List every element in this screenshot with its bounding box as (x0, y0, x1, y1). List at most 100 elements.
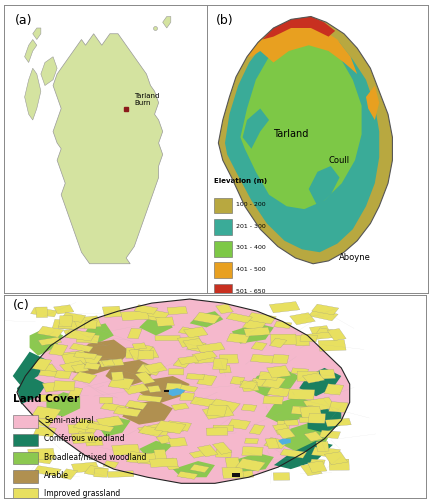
Polygon shape (138, 426, 164, 436)
Polygon shape (38, 337, 62, 345)
Polygon shape (218, 16, 392, 264)
Polygon shape (250, 354, 275, 363)
Polygon shape (71, 364, 89, 372)
Polygon shape (64, 329, 79, 338)
Polygon shape (127, 328, 142, 339)
Polygon shape (243, 108, 269, 149)
Text: 401 - 500: 401 - 500 (236, 267, 266, 272)
Polygon shape (190, 464, 210, 472)
Bar (13, 470, 38, 482)
Polygon shape (134, 304, 158, 314)
Polygon shape (65, 330, 96, 341)
Polygon shape (263, 396, 283, 404)
Polygon shape (305, 332, 334, 340)
Text: Arable: Arable (44, 470, 69, 480)
Polygon shape (96, 416, 124, 428)
Polygon shape (147, 386, 161, 392)
Polygon shape (219, 354, 238, 364)
Polygon shape (303, 398, 336, 411)
Polygon shape (164, 422, 184, 432)
Polygon shape (324, 452, 348, 464)
Polygon shape (102, 360, 115, 366)
Polygon shape (84, 362, 101, 370)
Polygon shape (218, 366, 231, 373)
Polygon shape (240, 380, 259, 392)
Polygon shape (139, 441, 173, 457)
Polygon shape (213, 425, 233, 431)
Polygon shape (155, 336, 180, 340)
Polygon shape (154, 450, 167, 460)
Polygon shape (155, 420, 186, 434)
Polygon shape (137, 395, 162, 402)
Polygon shape (197, 445, 218, 457)
Polygon shape (208, 399, 240, 413)
Polygon shape (233, 470, 254, 478)
Polygon shape (290, 312, 315, 325)
Polygon shape (318, 340, 346, 351)
Polygon shape (113, 406, 141, 417)
Polygon shape (216, 304, 233, 314)
Polygon shape (262, 376, 286, 388)
Polygon shape (197, 374, 217, 386)
Text: Improved grassland: Improved grassland (44, 489, 121, 498)
Text: Tarland: Tarland (273, 130, 309, 140)
Polygon shape (125, 400, 147, 409)
Polygon shape (241, 404, 257, 411)
Polygon shape (267, 366, 291, 378)
Text: (b): (b) (216, 14, 234, 26)
Polygon shape (327, 328, 346, 340)
Polygon shape (232, 324, 274, 344)
Polygon shape (264, 438, 289, 449)
Polygon shape (265, 396, 316, 424)
Polygon shape (308, 414, 326, 424)
Polygon shape (103, 460, 119, 468)
Polygon shape (311, 447, 340, 458)
Polygon shape (297, 372, 319, 381)
Polygon shape (194, 312, 220, 324)
Polygon shape (299, 416, 317, 423)
Polygon shape (54, 381, 75, 391)
Polygon shape (324, 384, 344, 395)
Polygon shape (54, 305, 74, 314)
Polygon shape (300, 463, 322, 476)
Polygon shape (177, 472, 198, 480)
Polygon shape (156, 435, 173, 444)
Polygon shape (35, 418, 53, 427)
Polygon shape (226, 333, 250, 344)
Bar (214, 198, 232, 214)
Polygon shape (197, 342, 225, 352)
Polygon shape (59, 316, 73, 327)
Polygon shape (54, 370, 72, 379)
Polygon shape (312, 304, 339, 315)
Polygon shape (47, 392, 80, 416)
Polygon shape (37, 326, 64, 338)
Point (151, 24, 158, 32)
Text: Coull: Coull (329, 156, 350, 165)
Polygon shape (17, 299, 349, 484)
Polygon shape (162, 458, 180, 470)
Polygon shape (315, 328, 334, 338)
Polygon shape (295, 335, 309, 346)
Polygon shape (33, 466, 61, 476)
Polygon shape (29, 328, 63, 356)
Polygon shape (79, 354, 102, 366)
Polygon shape (76, 334, 100, 344)
Text: (c): (c) (13, 299, 29, 312)
Polygon shape (316, 442, 329, 452)
Polygon shape (225, 458, 240, 468)
Text: Broadleaf/mixed woodland: Broadleaf/mixed woodland (44, 452, 147, 462)
Polygon shape (61, 350, 88, 362)
Polygon shape (245, 438, 259, 444)
Text: Land Cover: Land Cover (13, 394, 79, 404)
Polygon shape (248, 368, 299, 396)
Polygon shape (70, 344, 93, 352)
Polygon shape (72, 372, 97, 384)
Polygon shape (102, 306, 122, 318)
Polygon shape (325, 418, 351, 426)
Polygon shape (38, 394, 59, 402)
Polygon shape (258, 372, 279, 380)
Polygon shape (107, 471, 134, 478)
Polygon shape (301, 405, 318, 417)
Polygon shape (168, 438, 187, 447)
Polygon shape (187, 341, 206, 351)
